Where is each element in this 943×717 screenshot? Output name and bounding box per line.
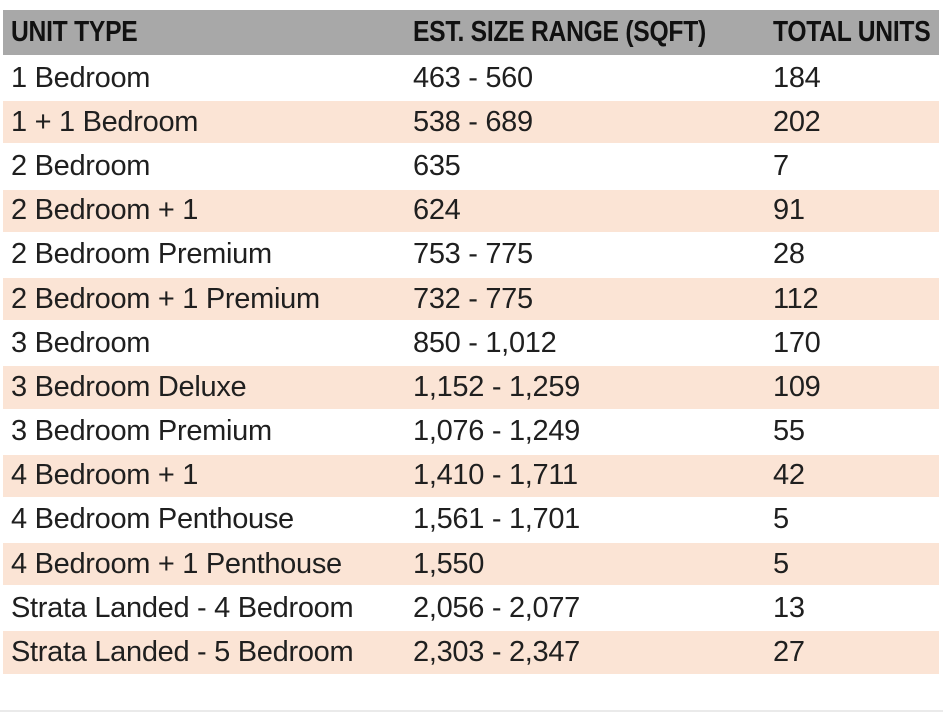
cell-total-units: 202 <box>773 105 821 138</box>
cell-unit-type: 3 Bedroom <box>11 326 151 359</box>
cell-unit-type: Strata Landed - 4 Bedroom <box>11 591 354 624</box>
table-row: 2 Bedroom Premium 753 - 775 28 <box>3 231 939 276</box>
table-row: Strata Landed - 4 Bedroom 2,056 - 2,077 13 <box>3 585 939 630</box>
cell-total-units: 13 <box>773 591 805 624</box>
header-cell-unit-type: UNIT TYPE <box>3 16 413 49</box>
cell-size-range: 850 - 1,012 <box>413 326 557 359</box>
cell-total-units: 91 <box>773 194 805 227</box>
cell-unit-type: 1 Bedroom <box>11 61 151 94</box>
header-label-unit-type: UNIT TYPE <box>11 16 138 48</box>
table-row: 4 Bedroom Penthouse 1,561 - 1,701 5 <box>3 496 939 542</box>
header-label-size-range: EST. SIZE RANGE (SQFT) <box>413 16 706 48</box>
cell-total-units: 28 <box>773 238 805 271</box>
cell-size-range: 732 - 775 <box>413 282 533 315</box>
cell-size-range: 2,303 - 2,347 <box>413 636 581 669</box>
table-row: 4 Bedroom + 1 1,410 - 1,711 42 <box>3 452 939 497</box>
cell-unit-type: 1 + 1 Bedroom <box>11 105 199 138</box>
header-cell-size-range: EST. SIZE RANGE (SQFT) <box>413 16 773 49</box>
cell-size-range: 463 - 560 <box>413 61 533 94</box>
cell-unit-type: 2 Bedroom Premium <box>11 238 272 271</box>
cell-total-units: 112 <box>773 282 819 315</box>
table-row: 3 Bedroom 850 - 1,012 170 <box>3 320 939 365</box>
cell-total-units: 55 <box>773 415 805 448</box>
table-row: 2 Bedroom + 1 624 91 <box>3 187 939 232</box>
cell-size-range: 2,056 - 2,077 <box>413 591 581 624</box>
cell-total-units: 5 <box>773 547 789 580</box>
cell-total-units: 170 <box>773 326 821 359</box>
cell-size-range: 1,550 <box>413 547 485 580</box>
cell-size-range: 538 - 689 <box>413 105 533 138</box>
table-body: 1 Bedroom 463 - 560 184 1 + 1 Bedroom 538 - … <box>3 55 939 674</box>
cell-unit-type: 4 Bedroom + 1 Penthouse <box>11 547 342 580</box>
cell-unit-type: 4 Bedroom Penthouse <box>11 503 294 536</box>
cell-size-range: 1,561 - 1,701 <box>413 503 581 536</box>
table-row: 4 Bedroom + 1 Penthouse 1,550 5 <box>3 541 939 586</box>
cell-total-units: 42 <box>773 459 805 492</box>
table-header-row: UNIT TYPE EST. SIZE RANGE (SQFT) TOTAL U… <box>3 10 939 55</box>
cell-size-range: 635 <box>413 149 461 182</box>
cell-size-range: 1,410 - 1,711 <box>413 459 578 492</box>
header-label-total-units: TOTAL UNITS <box>773 16 931 48</box>
cell-unit-type: 2 Bedroom <box>11 149 151 182</box>
header-cell-total-units: TOTAL UNITS <box>773 16 931 49</box>
cell-total-units: 184 <box>773 61 821 94</box>
cell-unit-type: Strata Landed - 5 Bedroom <box>11 636 354 669</box>
table-row: 1 Bedroom 463 - 560 184 <box>3 55 939 100</box>
table-row: 3 Bedroom Deluxe 1,152 - 1,259 109 <box>3 364 939 409</box>
cell-size-range: 1,076 - 1,249 <box>413 415 581 448</box>
table-row: 2 Bedroom + 1 Premium 732 - 775 112 <box>3 275 939 321</box>
cell-size-range: 1,152 - 1,259 <box>413 370 581 403</box>
cell-unit-type: 3 Bedroom Premium <box>11 415 272 448</box>
table-row: Strata Landed - 5 Bedroom 2,303 - 2,347 27 <box>3 629 939 674</box>
table-row: 3 Bedroom Premium 1,076 - 1,249 55 <box>3 408 939 453</box>
cell-unit-type: 4 Bedroom + 1 <box>11 459 199 492</box>
table-row: 2 Bedroom 635 7 <box>3 143 939 188</box>
cell-total-units: 27 <box>773 636 805 669</box>
bottom-divider <box>0 710 943 712</box>
cell-total-units: 7 <box>773 149 789 182</box>
cell-size-range: 624 <box>413 194 461 227</box>
cell-unit-type: 2 Bedroom + 1 <box>11 194 199 227</box>
cell-unit-type: 2 Bedroom + 1 Premium <box>11 282 320 315</box>
cell-total-units: 109 <box>773 370 821 403</box>
unit-mix-table: UNIT TYPE EST. SIZE RANGE (SQFT) TOTAL U… <box>3 10 939 674</box>
cell-unit-type: 3 Bedroom Deluxe <box>11 370 247 403</box>
table-row: 1 + 1 Bedroom 538 - 689 202 <box>3 99 939 144</box>
cell-size-range: 753 - 775 <box>413 238 533 271</box>
cell-total-units: 5 <box>773 503 789 536</box>
